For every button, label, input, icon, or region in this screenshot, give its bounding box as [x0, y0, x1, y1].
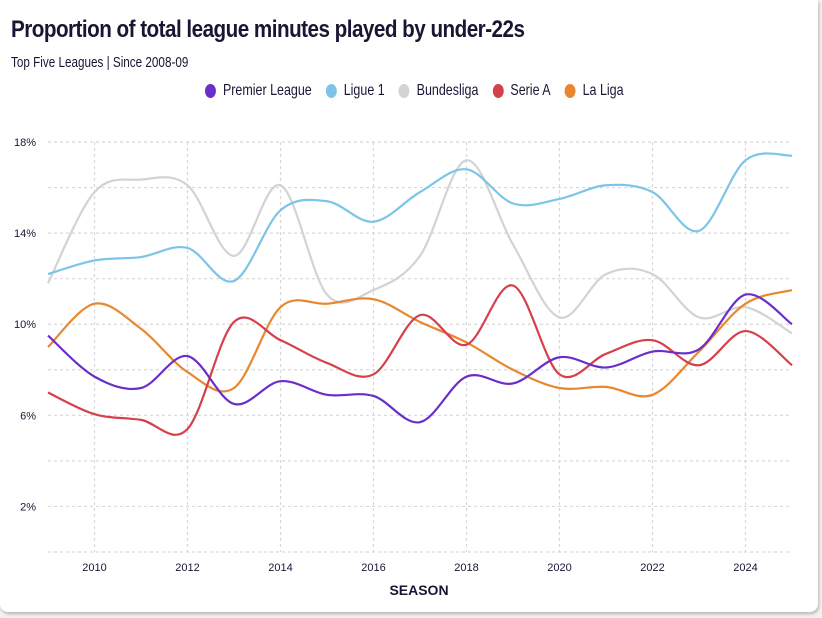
legend-item-serie-a[interactable]: Serie A	[492, 82, 551, 100]
chart-title: Proportion of total league minutes playe…	[11, 16, 525, 43]
series-line-bundesliga[interactable]	[47, 159, 793, 335]
legend-item-premier-league[interactable]: Premier League	[205, 82, 312, 100]
y-axis-ticks: 2% 6% 10% 14% 18%	[14, 137, 36, 513]
grid	[48, 141, 792, 553]
legend-label: Ligue 1	[343, 82, 385, 99]
series-line-ligue-1[interactable]	[47, 152, 793, 283]
x-axis-ticks: 2010 2012 2014 2016 2018 2020 2022 2024	[82, 562, 757, 574]
legend-dot-icon	[205, 84, 216, 98]
x-tick-label: 2014	[268, 562, 292, 574]
chart-subtitle: Top Five Leagues | Since 2008-09	[11, 54, 189, 71]
series-line-la-liga[interactable]	[47, 288, 793, 398]
x-tick-label: 2024	[733, 562, 757, 574]
x-tick-label: 2012	[175, 562, 199, 574]
x-tick-label: 2022	[640, 562, 664, 574]
legend-dot-icon	[398, 84, 410, 98]
x-tick-label: 2018	[454, 562, 478, 574]
x-tick-label: 2010	[82, 562, 106, 574]
y-tick-label: 18%	[14, 137, 36, 149]
x-axis-title: SEASON	[389, 582, 448, 598]
legend-dot-icon	[492, 84, 504, 98]
legend-label: Premier League	[222, 82, 312, 99]
series-lines	[47, 152, 793, 436]
legend-dot-icon	[564, 84, 576, 98]
y-tick-label: 2%	[20, 501, 36, 513]
x-tick-label: 2016	[361, 562, 385, 574]
y-tick-label: 14%	[14, 228, 36, 240]
legend-item-la-liga[interactable]: La Liga	[564, 82, 624, 100]
series-line-serie-a[interactable]	[47, 284, 793, 436]
series-line-premier-league[interactable]	[47, 293, 793, 424]
y-tick-label: 6%	[20, 410, 36, 422]
legend-dot-icon	[325, 84, 337, 98]
legend-item-ligue-1[interactable]: Ligue 1	[325, 82, 385, 100]
legend-label: Bundesliga	[416, 82, 479, 99]
x-tick-label: 2020	[547, 562, 571, 574]
legend: Premier League Ligue 1 Bundesliga Serie A La…	[205, 82, 638, 100]
legend-label: Serie A	[510, 82, 551, 99]
legend-item-bundesliga[interactable]: Bundesliga	[398, 82, 479, 100]
legend-label: La Liga	[582, 82, 624, 99]
y-tick-label: 10%	[14, 319, 36, 331]
